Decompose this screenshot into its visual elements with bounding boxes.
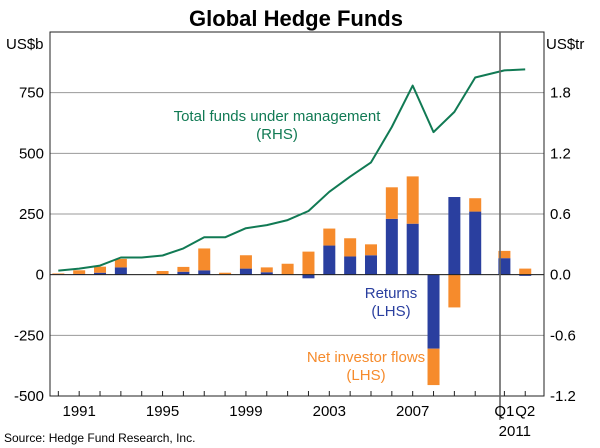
- axis-ticks: 750 500 250 0 -250 -500 1.8 1.2 0.6 0.0 -0.6 -1.2 19…: [14, 85, 576, 440]
- flows-bar: [73, 270, 86, 274]
- flows-bar: [519, 268, 532, 275]
- chart-title: Global Hedge Funds: [189, 6, 403, 31]
- x-tick-label: 2007: [396, 403, 429, 420]
- flows-bar: [498, 250, 511, 259]
- left-tick-label: 0: [36, 267, 44, 284]
- flows-label: Net investor flows: [307, 349, 425, 366]
- right-tick-label: 0.0: [550, 267, 571, 284]
- right-tick-label: -0.6: [550, 327, 576, 344]
- flows-bar: [427, 348, 440, 386]
- right-axis-unit: US$tr: [546, 36, 584, 53]
- left-tick-label: 750: [19, 85, 44, 102]
- flows-bar: [302, 251, 315, 275]
- left-axis-unit: US$b: [6, 36, 44, 53]
- flows-bar: [198, 248, 211, 271]
- returns-label: Returns: [365, 285, 418, 302]
- left-tick-label: 250: [19, 206, 44, 223]
- flows-bar: [260, 267, 273, 273]
- flows-bar: [323, 228, 336, 246]
- x-tick-label: 2003: [313, 403, 346, 420]
- returns-bar: [198, 270, 211, 275]
- flows-bar: [177, 266, 190, 272]
- flows-bar: [469, 198, 482, 212]
- left-tick-label: 500: [19, 145, 44, 162]
- line-label-rhs: (RHS): [256, 126, 298, 143]
- flows-bar: [448, 274, 461, 308]
- flows-label-lhs: (LHS): [346, 367, 385, 384]
- source-note: Source: Hedge Fund Research, Inc.: [4, 431, 195, 445]
- returns-bar: [239, 268, 252, 275]
- flows-bar: [94, 266, 107, 273]
- returns-bar: [469, 211, 482, 275]
- returns-bar: [114, 267, 127, 275]
- x-tick-label: 1999: [229, 403, 262, 420]
- x-tick-label: 1995: [146, 403, 179, 420]
- flows-bar: [281, 263, 294, 275]
- x-tick-label: Q2: [515, 403, 535, 420]
- flows-bar: [344, 238, 357, 257]
- bars-group: [50, 176, 544, 386]
- right-tick-label: 1.8: [550, 85, 571, 102]
- returns-bar: [406, 223, 419, 275]
- flows-bar: [156, 271, 169, 275]
- line-group: [58, 68, 526, 272]
- returns-bar: [177, 271, 190, 275]
- flows-bar: [406, 176, 419, 224]
- returns-bar: [448, 197, 461, 275]
- flows-bar: [364, 244, 377, 256]
- flows-bar: [385, 187, 398, 219]
- left-tick-label: -500: [14, 388, 44, 405]
- flows-bar: [52, 273, 65, 275]
- funds-line: [58, 68, 526, 272]
- returns-bar: [302, 274, 315, 279]
- returns-bar: [344, 256, 357, 275]
- left-tick-label: -250: [14, 327, 44, 344]
- flows-bar: [239, 255, 252, 269]
- returns-bar: [364, 255, 377, 275]
- line-label: Total funds under management: [174, 108, 382, 125]
- x-year-label: 2011: [499, 423, 531, 440]
- right-tick-label: 1.2: [550, 145, 571, 162]
- returns-bar: [323, 245, 336, 275]
- returns-bar: [519, 274, 532, 276]
- returns-label-lhs: (LHS): [371, 303, 410, 320]
- plot-frame: [49, 31, 545, 397]
- x-tick-label: Q1: [494, 403, 514, 420]
- returns-bar: [427, 274, 440, 349]
- right-tick-label: -1.2: [550, 388, 576, 405]
- x-tick-label: 1991: [62, 403, 95, 420]
- returns-bar: [260, 272, 273, 275]
- flows-bar: [219, 272, 232, 275]
- returns-bar: [498, 258, 511, 275]
- flows-bar: [114, 258, 127, 268]
- returns-bar: [94, 272, 107, 275]
- right-tick-label: 0.6: [550, 206, 571, 223]
- returns-bar: [385, 218, 398, 275]
